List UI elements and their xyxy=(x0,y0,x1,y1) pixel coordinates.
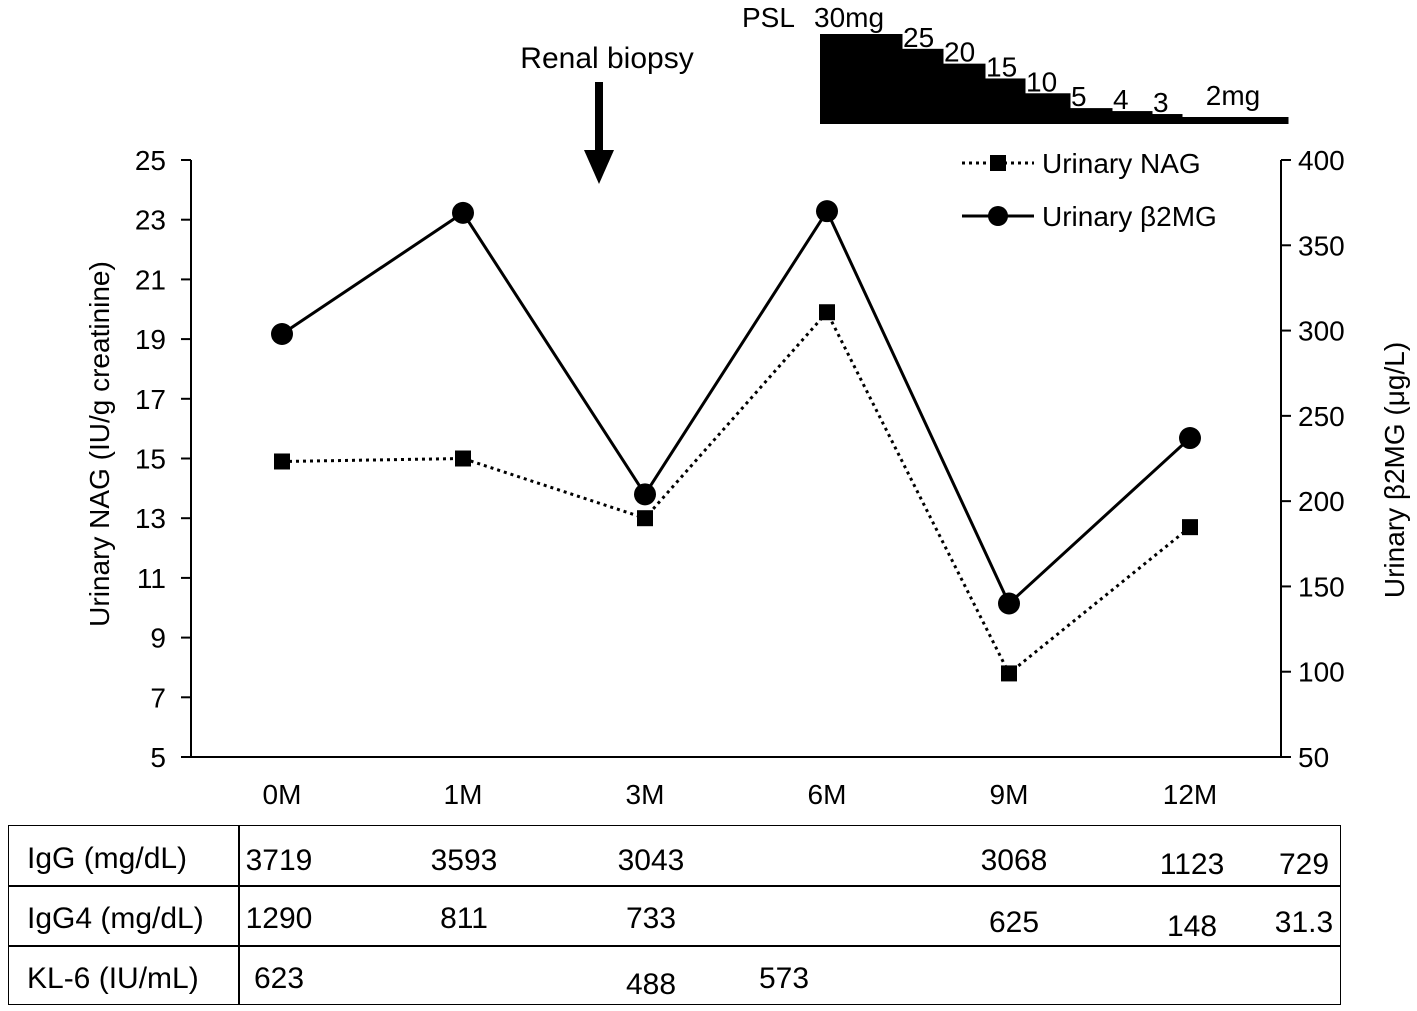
series-line-nag xyxy=(281,309,1191,676)
psl-step-label: 20 xyxy=(944,37,975,68)
lab-value-cell: 3043 xyxy=(617,844,685,877)
lab-table: IgG (mg/dL) 3719 3593 3043 3068 1123 729 IgG4 (… xyxy=(8,825,1341,1005)
psl-step-bar xyxy=(902,48,944,125)
psl-step-bar xyxy=(943,63,986,124)
left-tick-label: 5 xyxy=(150,742,166,773)
nag-point xyxy=(637,510,653,527)
nag-point xyxy=(455,450,471,467)
lab-row-label: IgG4 (mg/dL) xyxy=(27,902,204,935)
lab-value-cell: 729 xyxy=(1278,848,1330,881)
lab-value-cell: 3068 xyxy=(980,844,1048,877)
x-tick-label: 6M xyxy=(808,779,847,810)
b2mg-point xyxy=(452,201,474,224)
left-tick-label: 13 xyxy=(135,503,166,534)
nag-point xyxy=(1001,665,1017,682)
psl-step-bar xyxy=(1025,93,1071,124)
psl-step-bar xyxy=(1182,117,1289,124)
left-tick-label: 21 xyxy=(135,264,166,295)
right-tick-label: 150 xyxy=(1298,571,1345,602)
legend-nag-marker xyxy=(990,155,1006,171)
psl-step-label: 2mg xyxy=(1206,80,1260,111)
right-tick-label: 100 xyxy=(1298,657,1345,688)
psl-step-bar xyxy=(820,34,903,124)
right-axis-title: Urinary β2MG (μg/L) xyxy=(1379,342,1410,598)
x-tick-label: 0M xyxy=(263,779,302,810)
b2mg-point xyxy=(271,322,293,345)
psl-step-label: 15 xyxy=(986,51,1017,82)
lab-value-cell: 1123 xyxy=(1159,848,1225,881)
biopsy-arrowhead xyxy=(584,150,614,184)
lab-value-cell: 811 xyxy=(440,902,488,935)
psl-taper: PSL 30mg 25 20 15 10 5 4 3 2mg xyxy=(742,2,1289,125)
nag-point xyxy=(274,453,290,470)
lab-row-label: KL-6 (IU/mL) xyxy=(27,962,199,995)
lab-value-cell: 625 xyxy=(988,906,1040,939)
left-tick-label: 9 xyxy=(150,623,166,654)
lab-table-row-divider xyxy=(9,885,1340,887)
lab-value-cell: 488 xyxy=(625,968,677,1001)
psl-step-label: 25 xyxy=(903,22,934,53)
series-group xyxy=(271,200,1201,682)
legend-b2mg-marker xyxy=(988,206,1008,226)
right-tick-label: 400 xyxy=(1298,145,1345,176)
left-tick-label: 19 xyxy=(135,324,166,355)
psl-step-label: 5 xyxy=(1071,81,1087,112)
b2mg-point xyxy=(816,200,838,223)
x-tick-label: 9M xyxy=(990,779,1029,810)
nag-point xyxy=(819,304,835,321)
b2mg-point xyxy=(634,483,656,506)
lab-table-divider xyxy=(238,826,240,1004)
legend-nag-label: Urinary NAG xyxy=(1042,148,1201,179)
psl-step-label: 10 xyxy=(1026,66,1057,97)
lab-row-label: IgG (mg/dL) xyxy=(27,842,188,875)
x-tick-label: 3M xyxy=(626,779,665,810)
legend-b2mg-label: Urinary β2MG xyxy=(1042,201,1217,232)
legend: Urinary NAG Urinary β2MG xyxy=(962,148,1217,232)
renal-biopsy-label: Renal biopsy xyxy=(520,42,693,75)
renal-biopsy-annotation: Renal biopsy xyxy=(520,42,694,184)
lab-table-row-divider xyxy=(9,945,1340,947)
x-axis-ticks: 0M 1M 3M 6M 9M 12M xyxy=(263,779,1218,810)
nag-point xyxy=(1182,519,1198,536)
psl-step-label: 4 xyxy=(1113,84,1129,115)
psl-step-label: 30mg xyxy=(814,2,884,33)
b2mg-point xyxy=(998,592,1020,615)
psl-step-label: 3 xyxy=(1153,87,1169,118)
x-tick-label: 1M xyxy=(444,779,483,810)
psl-step-bar xyxy=(1112,111,1153,124)
psl-label: PSL xyxy=(742,2,795,33)
left-tick-label: 7 xyxy=(150,682,166,713)
right-tick-label: 200 xyxy=(1298,486,1345,517)
x-tick-label: 12M xyxy=(1163,779,1217,810)
psl-step-bar xyxy=(1070,108,1113,124)
left-tick-label: 25 xyxy=(135,145,166,176)
lab-value-cell: 1290 xyxy=(245,902,313,935)
right-tick-label: 50 xyxy=(1298,742,1329,773)
left-axis-title: Urinary NAG (IU/g creatinine) xyxy=(84,261,115,627)
lab-value-cell: 3719 xyxy=(245,844,313,877)
b2mg-point xyxy=(1179,427,1201,450)
left-tick-label: 17 xyxy=(135,384,166,415)
left-axis-ticks: 5 7 9 11 13 15 17 19 21 23 25 xyxy=(135,145,191,773)
psl-step-bar xyxy=(1152,114,1183,124)
left-tick-label: 15 xyxy=(135,444,166,475)
lab-value-cell: 3593 xyxy=(430,844,498,877)
lab-value-cell: 148 xyxy=(1166,910,1218,943)
left-tick-label: 23 xyxy=(135,205,166,236)
right-axis-ticks: 50 100 150 200 250 300 350 400 xyxy=(1281,145,1345,773)
series-line-b2mg xyxy=(281,208,1192,606)
right-tick-label: 250 xyxy=(1298,401,1345,432)
lab-value-cell: 573 xyxy=(758,962,810,995)
lab-value-cell: 623 xyxy=(253,962,305,995)
right-tick-label: 300 xyxy=(1298,316,1345,347)
psl-step-bar xyxy=(985,78,1026,124)
lab-value-cell: 31.3 xyxy=(1274,906,1334,939)
biopsy-arrow-shaft xyxy=(595,82,603,152)
left-tick-label: 11 xyxy=(137,563,166,594)
lab-value-cell: 733 xyxy=(625,902,677,935)
right-tick-label: 350 xyxy=(1298,230,1345,261)
